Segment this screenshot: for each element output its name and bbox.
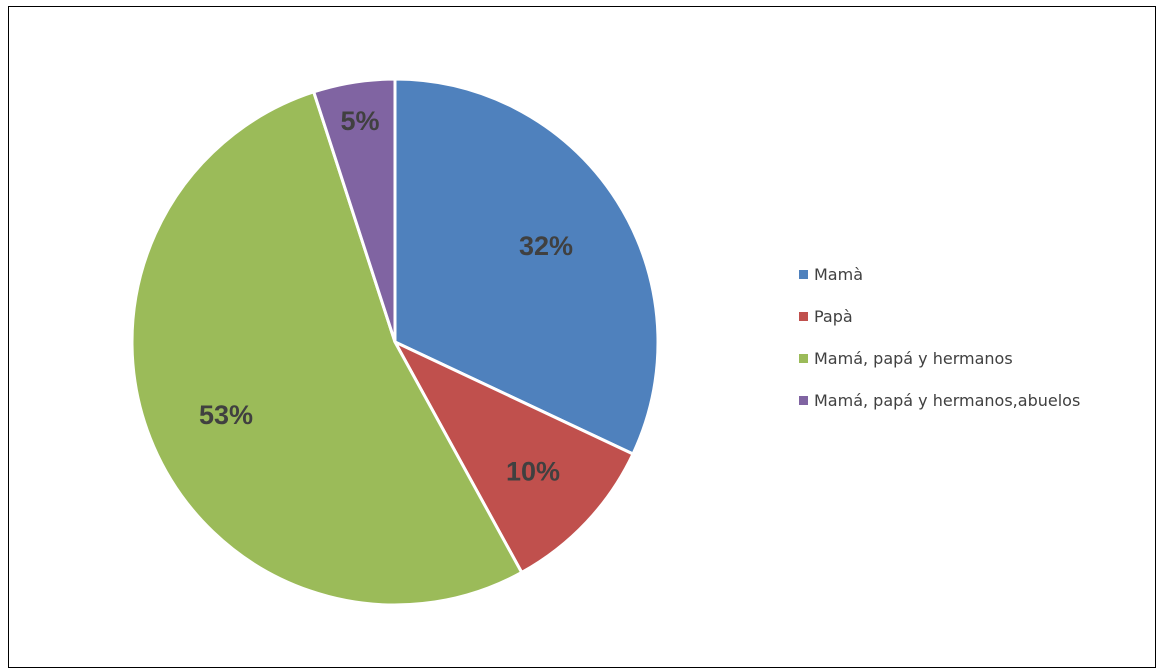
pie-slice-papa: [393, 340, 635, 574]
legend-swatch: [799, 395, 808, 405]
legend-item-mama: Mamà: [799, 263, 1080, 285]
pie-chart: 32% 10% 53% 5%: [130, 77, 660, 607]
pie-data-labels: 32% 10% 53% 5%: [199, 106, 573, 486]
legend-swatch: [799, 269, 808, 279]
legend-item-mama-papa-hermanos-abuelos: Mamá, papá y hermanos,abuelos: [799, 389, 1080, 411]
data-label-mama-papa-hermanos-abuelos: 5%: [341, 106, 380, 136]
legend-swatch: [799, 353, 808, 363]
legend-label: Mamá, papá y hermanos: [814, 348, 1013, 368]
legend-item-papa: Papà: [799, 305, 1080, 327]
legend-label: Mamá, papá y hermanos,abuelos: [814, 390, 1081, 410]
pie-slice-mama-papa-hermanos: [130, 90, 524, 607]
legend-swatch: [799, 311, 808, 321]
pie-slice-mama-papa-hermanos-abuelos: [312, 77, 397, 344]
chart-frame: 32% 10% 53% 5% Mamà Papà Mamá, papá y herma…: [8, 6, 1156, 668]
legend-item-mama-papa-hermanos: Mamá, papá y hermanos: [799, 347, 1080, 369]
pie-slice-mama: [393, 77, 660, 456]
pie-slices: [130, 77, 660, 607]
data-label-papa: 10%: [506, 457, 560, 487]
legend-label: Papà: [814, 306, 853, 326]
data-label-mama: 32%: [519, 231, 573, 261]
data-label-mama-papa-hermanos: 53%: [199, 400, 253, 430]
legend: Mamà Papà Mamá, papá y hermanos Mamá, pa…: [799, 263, 1080, 431]
legend-label: Mamà: [814, 264, 863, 284]
